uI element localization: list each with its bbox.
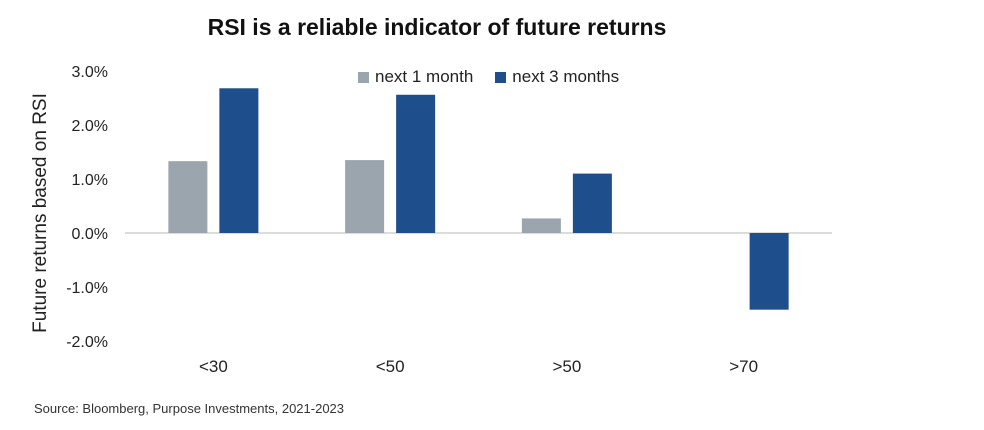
x-tick-label: >50 (552, 357, 581, 376)
legend-swatch-next-1-month (358, 71, 369, 83)
legend-item-next-1-month: next 1 month (358, 67, 473, 87)
x-tick-label: <30 (199, 357, 228, 376)
bar-next-3-months (396, 94, 436, 233)
y-tick-label: 3.0% (72, 64, 108, 81)
bar-next-1-month (521, 218, 561, 233)
y-tick-label: 2.0% (72, 118, 108, 135)
bar-next-3-months (749, 233, 789, 310)
x-tick-label: <50 (376, 357, 405, 376)
y-tick-label: -2.0% (66, 334, 108, 351)
y-tick-label: 0.0% (72, 226, 108, 243)
y-tick-label: -1.0% (66, 280, 108, 297)
bar-next-3-months (572, 173, 612, 233)
x-tick-label: >70 (729, 357, 758, 376)
legend-label-next-1-month: next 1 month (375, 67, 474, 86)
source-note: Source: Bloomberg, Purpose Investments, … (34, 401, 345, 416)
legend-item-next-3-months: next 3 months (495, 67, 619, 87)
legend-swatch-next-3-months (495, 71, 507, 83)
bar-next-3-months (219, 88, 259, 233)
y-tick-label: 1.0% (72, 172, 108, 189)
legend-label-next-3-months: next 3 months (512, 67, 620, 86)
chart-legend: next 1 month next 3 months (358, 67, 641, 87)
chart-title: RSI is a reliable indicator of future re… (207, 14, 667, 40)
bar-next-1-month (168, 161, 208, 233)
bar-next-1-month (345, 160, 385, 233)
